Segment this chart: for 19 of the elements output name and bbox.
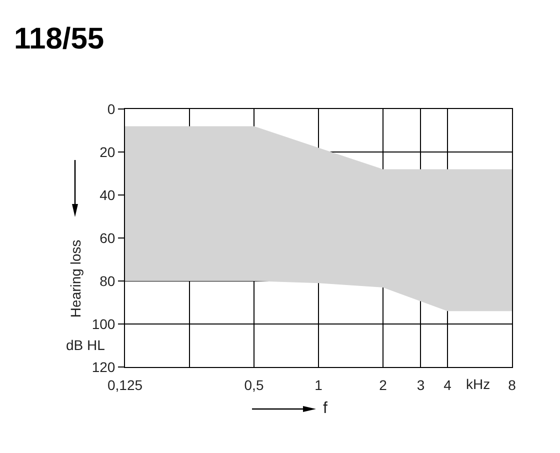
- chart-title: 118/55: [14, 22, 104, 56]
- x-tick-label: 0,125: [107, 376, 143, 393]
- x-tick-label: 2: [379, 376, 388, 393]
- x-tick-label: 4: [444, 376, 452, 393]
- x-tick-label: 3: [416, 376, 425, 393]
- x-tick-label: 1: [314, 376, 323, 393]
- y-tick-label: 40: [100, 186, 116, 203]
- y-tick-label: 120: [92, 358, 116, 375]
- y-tick-label: 80: [100, 272, 116, 289]
- x-tick-label: 8: [508, 376, 516, 393]
- x-tick-label: 0,5: [244, 376, 264, 393]
- y-tick-label: 20: [100, 144, 116, 160]
- y-tick-label: 100: [92, 316, 116, 332]
- text: kHz: [466, 376, 490, 392]
- y-tick-label: 0: [107, 100, 116, 117]
- y-axis-title: Hearing loss: [68, 240, 84, 318]
- y-tick-label: 60: [100, 230, 116, 246]
- x-axis-title: f: [323, 400, 328, 417]
- text: dB HL: [66, 337, 106, 353]
